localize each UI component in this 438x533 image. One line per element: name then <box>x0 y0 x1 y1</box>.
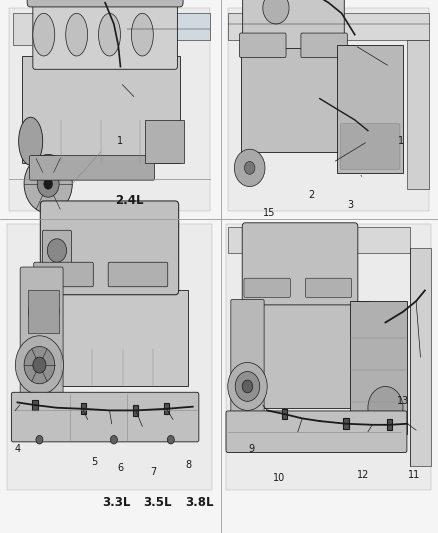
Circle shape <box>244 161 255 174</box>
Text: 2: 2 <box>308 190 314 199</box>
FancyBboxPatch shape <box>244 278 290 297</box>
Bar <box>226 224 431 490</box>
Text: 3: 3 <box>347 200 353 210</box>
Circle shape <box>33 357 46 373</box>
FancyBboxPatch shape <box>42 230 71 271</box>
Ellipse shape <box>131 13 153 56</box>
FancyBboxPatch shape <box>301 33 347 58</box>
Text: 2.4L: 2.4L <box>115 195 144 207</box>
Bar <box>241 45 355 152</box>
Circle shape <box>15 336 64 394</box>
Bar <box>133 405 138 416</box>
Text: 6: 6 <box>117 463 124 473</box>
FancyBboxPatch shape <box>29 156 155 180</box>
Bar <box>407 40 429 189</box>
Circle shape <box>228 362 267 410</box>
Circle shape <box>234 149 265 187</box>
Bar <box>7 224 212 490</box>
Bar <box>228 8 429 211</box>
Bar <box>228 227 410 253</box>
Ellipse shape <box>33 13 55 56</box>
FancyBboxPatch shape <box>27 0 183 7</box>
Text: 9: 9 <box>249 444 255 454</box>
FancyBboxPatch shape <box>243 0 344 49</box>
Bar <box>32 400 38 410</box>
Bar <box>343 418 349 429</box>
Polygon shape <box>13 13 83 45</box>
Circle shape <box>37 171 59 197</box>
Bar <box>350 301 407 434</box>
Circle shape <box>235 372 260 401</box>
Circle shape <box>44 179 53 189</box>
Circle shape <box>242 380 253 393</box>
Text: 3.8L: 3.8L <box>185 496 214 508</box>
Text: 12: 12 <box>357 471 370 480</box>
FancyBboxPatch shape <box>242 223 358 305</box>
Bar <box>164 403 169 414</box>
Circle shape <box>28 293 59 330</box>
Circle shape <box>47 239 67 262</box>
Circle shape <box>368 386 403 429</box>
FancyBboxPatch shape <box>33 0 177 69</box>
Bar <box>22 56 180 163</box>
Text: 15: 15 <box>263 208 276 218</box>
Bar <box>145 120 184 163</box>
FancyBboxPatch shape <box>34 262 93 287</box>
FancyBboxPatch shape <box>11 392 199 442</box>
FancyBboxPatch shape <box>40 201 179 295</box>
Polygon shape <box>228 13 429 40</box>
Ellipse shape <box>18 117 42 165</box>
FancyBboxPatch shape <box>226 411 407 453</box>
Text: 8: 8 <box>185 460 191 470</box>
Bar <box>410 248 431 466</box>
Bar <box>241 301 368 408</box>
Circle shape <box>24 346 55 384</box>
FancyBboxPatch shape <box>340 124 400 169</box>
FancyBboxPatch shape <box>305 278 352 297</box>
Circle shape <box>263 0 289 24</box>
Text: 7: 7 <box>150 467 156 477</box>
Bar <box>9 8 210 211</box>
Bar <box>28 290 59 333</box>
Bar <box>387 419 392 430</box>
Circle shape <box>36 435 43 444</box>
Text: 4: 4 <box>14 444 21 454</box>
Text: 10: 10 <box>273 473 286 483</box>
Ellipse shape <box>99 13 120 56</box>
Bar <box>282 409 287 419</box>
FancyBboxPatch shape <box>240 33 286 58</box>
Text: 11: 11 <box>408 471 420 480</box>
Bar <box>337 45 403 173</box>
Circle shape <box>110 435 117 444</box>
Bar <box>81 403 86 414</box>
Polygon shape <box>127 13 210 40</box>
FancyBboxPatch shape <box>20 267 63 410</box>
Text: 3.3L: 3.3L <box>102 496 130 508</box>
Circle shape <box>24 155 72 213</box>
Bar <box>31 290 188 386</box>
Text: 3.5L: 3.5L <box>143 496 172 508</box>
FancyBboxPatch shape <box>108 262 168 287</box>
Ellipse shape <box>66 13 88 56</box>
Text: 1: 1 <box>398 136 404 146</box>
Text: 5: 5 <box>91 457 97 467</box>
Text: 13: 13 <box>397 396 409 406</box>
Text: 1: 1 <box>117 136 124 146</box>
Circle shape <box>167 435 174 444</box>
FancyBboxPatch shape <box>231 300 264 420</box>
